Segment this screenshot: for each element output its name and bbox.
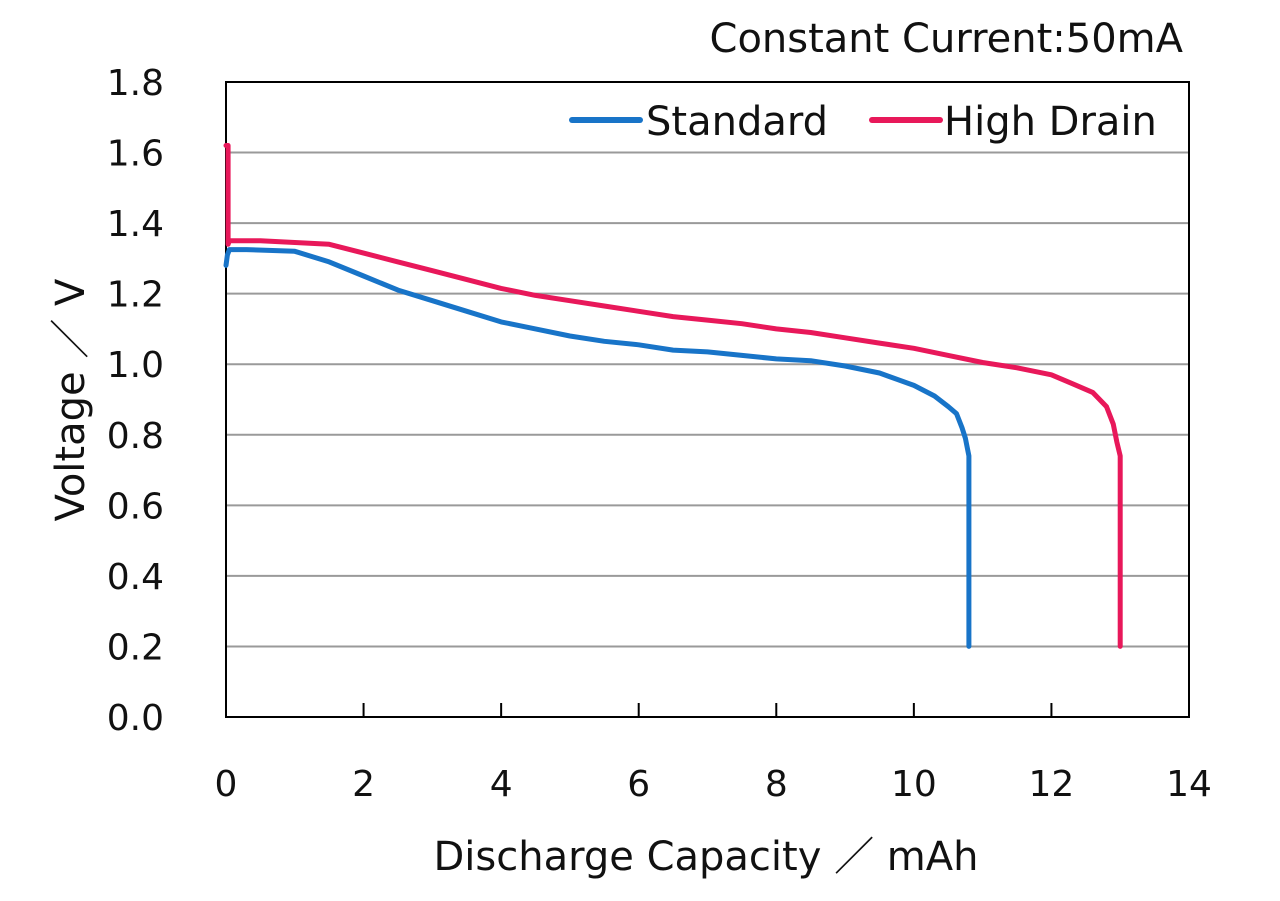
x-tick-label: 0	[215, 764, 238, 805]
gridlines	[226, 151, 1189, 648]
plot-area-frame	[225, 81, 1190, 718]
x-axis-title: Discharge Capacity ／ mAh	[434, 834, 979, 880]
y-tick-label: 1.4	[107, 204, 164, 245]
y-tick-label: 0.0	[107, 698, 164, 739]
x-tick-label: 12	[1029, 764, 1075, 805]
y-tick-label: 1.0	[107, 345, 164, 386]
legend-label-high-drain: High Drain	[944, 99, 1157, 145]
x-axis-ticks: 0 2 4 6 8 10 12 14	[215, 703, 1212, 805]
x-tick-label: 6	[627, 764, 650, 805]
y-tick-label: 1.8	[107, 63, 164, 104]
series-line-standard	[223, 247, 972, 649]
x-tick-label: 8	[765, 764, 788, 805]
y-tick-label: 1.6	[107, 134, 164, 175]
chart-annotation: Constant Current:50mA	[710, 16, 1184, 62]
legend: Standard High Drain	[569, 99, 1157, 145]
y-tick-label: 0.8	[107, 416, 164, 457]
x-tick-label: 4	[490, 764, 513, 805]
y-tick-label: 1.2	[107, 275, 164, 316]
y-axis-title: Voltage ／ V	[48, 278, 94, 521]
y-tick-label: 0.4	[107, 557, 164, 598]
y-axis-ticks: 0.0 0.2 0.4 0.6 0.8 1.0 1.2 1.4 1.6 1.8	[107, 63, 164, 739]
x-tick-label: 14	[1166, 764, 1212, 805]
series-line-high-drain	[223, 143, 1123, 649]
y-tick-label: 0.2	[107, 627, 164, 668]
x-tick-label: 10	[891, 764, 937, 805]
legend-label-standard: Standard	[646, 99, 828, 145]
y-tick-label: 0.6	[107, 486, 164, 527]
series-lines	[223, 143, 1123, 649]
x-tick-label: 2	[352, 764, 375, 805]
